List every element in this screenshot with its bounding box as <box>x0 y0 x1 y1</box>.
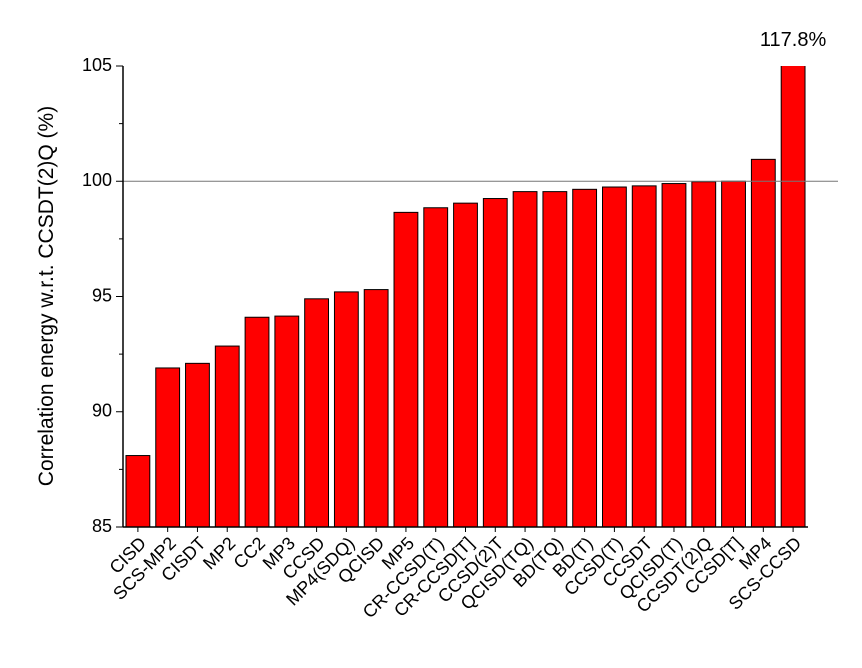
y-tick-label: 100 <box>82 170 112 190</box>
bar <box>393 211 419 527</box>
bar <box>423 207 449 527</box>
bar <box>602 186 627 527</box>
bar <box>274 315 300 527</box>
bar <box>721 180 746 527</box>
bar <box>333 291 359 527</box>
bar <box>185 362 210 527</box>
y-tick-label: 85 <box>92 516 112 536</box>
bar <box>453 202 478 527</box>
bar <box>125 455 151 527</box>
x-tick-label: MP2 <box>199 533 239 573</box>
bar <box>155 367 181 527</box>
bar <box>750 158 776 527</box>
bar <box>780 66 806 527</box>
bar <box>512 191 538 527</box>
bar <box>214 345 240 527</box>
bar <box>691 181 717 527</box>
bar <box>304 298 330 527</box>
bar <box>244 316 270 527</box>
bars <box>125 66 806 527</box>
y-tick-label: 90 <box>92 401 112 421</box>
bar <box>572 188 598 527</box>
bar <box>482 198 508 527</box>
bar <box>542 191 568 527</box>
bar <box>661 183 687 527</box>
bar <box>631 185 657 527</box>
y-tick-label: 105 <box>82 55 112 75</box>
y-tick-label: 95 <box>92 285 112 305</box>
bar <box>363 289 389 527</box>
y-axis-title: Correlation energy w.r.t. CCSDT(2)Q (%) <box>35 106 58 486</box>
value-label: 117.8% <box>760 29 827 51</box>
x-tick-label: CC2 <box>230 533 270 573</box>
